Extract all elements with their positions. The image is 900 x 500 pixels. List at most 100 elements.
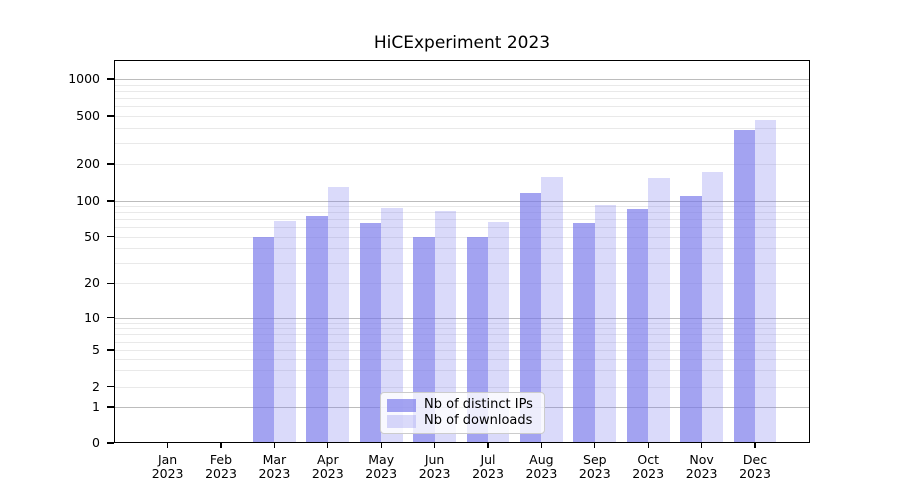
minor-gridline (114, 341, 810, 343)
major-gridline (114, 201, 810, 202)
y-tick-label: 20 (84, 275, 100, 291)
x-tick-label: Apr 2023 (311, 452, 344, 481)
bar-distinct-ips (413, 236, 435, 443)
minor-gridline (114, 370, 810, 372)
bar-distinct-ips (253, 236, 275, 443)
bar-downloads (648, 177, 670, 443)
x-tick-mark (487, 443, 489, 448)
bar-distinct-ips (680, 195, 702, 443)
legend-label: Nb of distinct IPs (424, 397, 533, 412)
y-tick-label: 50 (84, 228, 100, 244)
minor-gridline (114, 142, 810, 144)
bar-downloads (594, 205, 617, 443)
y-tick-label: 5 (92, 342, 100, 357)
x-tick-label: Feb 2023 (205, 452, 237, 481)
minor-gridline (114, 219, 810, 221)
minor-gridline (114, 386, 810, 388)
x-tick-mark (220, 443, 222, 448)
minor-gridline (114, 358, 810, 360)
bar-distinct-ips (466, 236, 488, 443)
x-tick-mark (700, 443, 703, 448)
x-tick-label: Jan 2023 (151, 452, 184, 481)
y-tick-mark (107, 442, 114, 444)
legend-item: Nb of downloads (387, 414, 536, 428)
minor-gridline (114, 322, 810, 324)
minor-gridline (114, 84, 810, 86)
x-tick-label: Oct 2023 (632, 452, 665, 481)
x-tick-mark (380, 443, 382, 448)
y-tick-mark (107, 385, 114, 388)
y-tick-label: 10 (84, 309, 100, 325)
minor-gridline (114, 350, 810, 351)
x-tick-label: May 2023 (365, 452, 398, 481)
grid-layer (114, 60, 810, 443)
x-tick-label: Nov 2023 (685, 452, 718, 481)
major-gridline (114, 79, 810, 80)
minor-gridline (114, 116, 810, 117)
x-tick-mark (327, 443, 329, 448)
x-tick-label: Sep 2023 (578, 452, 611, 481)
minor-gridline (114, 212, 810, 214)
minor-gridline (114, 206, 810, 208)
bar-distinct-ips (520, 192, 542, 443)
bar-downloads (327, 186, 350, 443)
bar-distinct-ips (733, 130, 755, 443)
bar-layer (114, 60, 810, 443)
y-tick-mark (107, 349, 114, 351)
x-tick-mark (273, 443, 276, 448)
bar-downloads (274, 220, 296, 443)
x-tick-mark (647, 443, 649, 448)
bar-distinct-ips (359, 223, 382, 443)
y-tick-mark (107, 282, 114, 284)
x-tick-label: Dec 2023 (739, 452, 771, 481)
y-tick-mark (107, 236, 114, 238)
minor-gridline (114, 127, 810, 129)
y-tick-label: 0 (92, 435, 100, 450)
y-tick-label: 200 (76, 156, 100, 171)
minor-gridline (114, 98, 810, 100)
bar-downloads (381, 208, 403, 443)
minor-gridline (114, 90, 810, 92)
legend-swatch-distinct-ips (387, 398, 416, 412)
y-tick-label: 500 (76, 108, 100, 123)
x-tick-label: Mar 2023 (258, 452, 291, 481)
x-tick-mark (433, 443, 436, 448)
minor-gridline (114, 262, 810, 264)
bar-downloads (701, 172, 723, 443)
minor-gridline (114, 248, 810, 250)
bar-downloads (541, 176, 563, 443)
legend-item: Nb of distinct IPs (387, 398, 536, 412)
bar-distinct-ips (573, 223, 595, 443)
x-tick-mark (754, 443, 756, 448)
bar-distinct-ips (626, 208, 649, 443)
y-tick-label: 1000 (68, 71, 100, 86)
y-tick-label: 1 (92, 399, 100, 414)
minor-gridline (114, 227, 810, 229)
minor-gridline (114, 106, 810, 108)
chart-title: HiCExperiment 2023 (373, 33, 551, 53)
plot-area (114, 60, 810, 443)
bar-downloads (488, 222, 510, 443)
major-gridline (114, 317, 810, 319)
x-tick-mark (540, 443, 543, 448)
minor-gridline (114, 164, 810, 165)
y-tick-label: 100 (76, 193, 100, 208)
bar-downloads (434, 211, 456, 443)
y-tick-mark (107, 163, 114, 165)
y-tick-mark (107, 78, 114, 80)
legend: Nb of distinct IPs Nb of downloads (380, 392, 545, 434)
y-tick-mark (107, 317, 114, 319)
x-tick-label: Jul 2023 (472, 452, 504, 481)
x-tick-label: Jun 2023 (418, 452, 451, 481)
x-tick-mark (166, 443, 169, 448)
y-tick-mark (107, 406, 114, 408)
minor-gridline (114, 334, 810, 336)
minor-gridline (114, 236, 810, 238)
legend-swatch-downloads (387, 414, 416, 428)
bar-distinct-ips (306, 215, 328, 443)
legend-label: Nb of downloads (424, 413, 533, 428)
x-tick-label: Aug 2023 (525, 452, 558, 481)
y-tick-mark (107, 200, 114, 202)
x-tick-mark (594, 443, 596, 448)
